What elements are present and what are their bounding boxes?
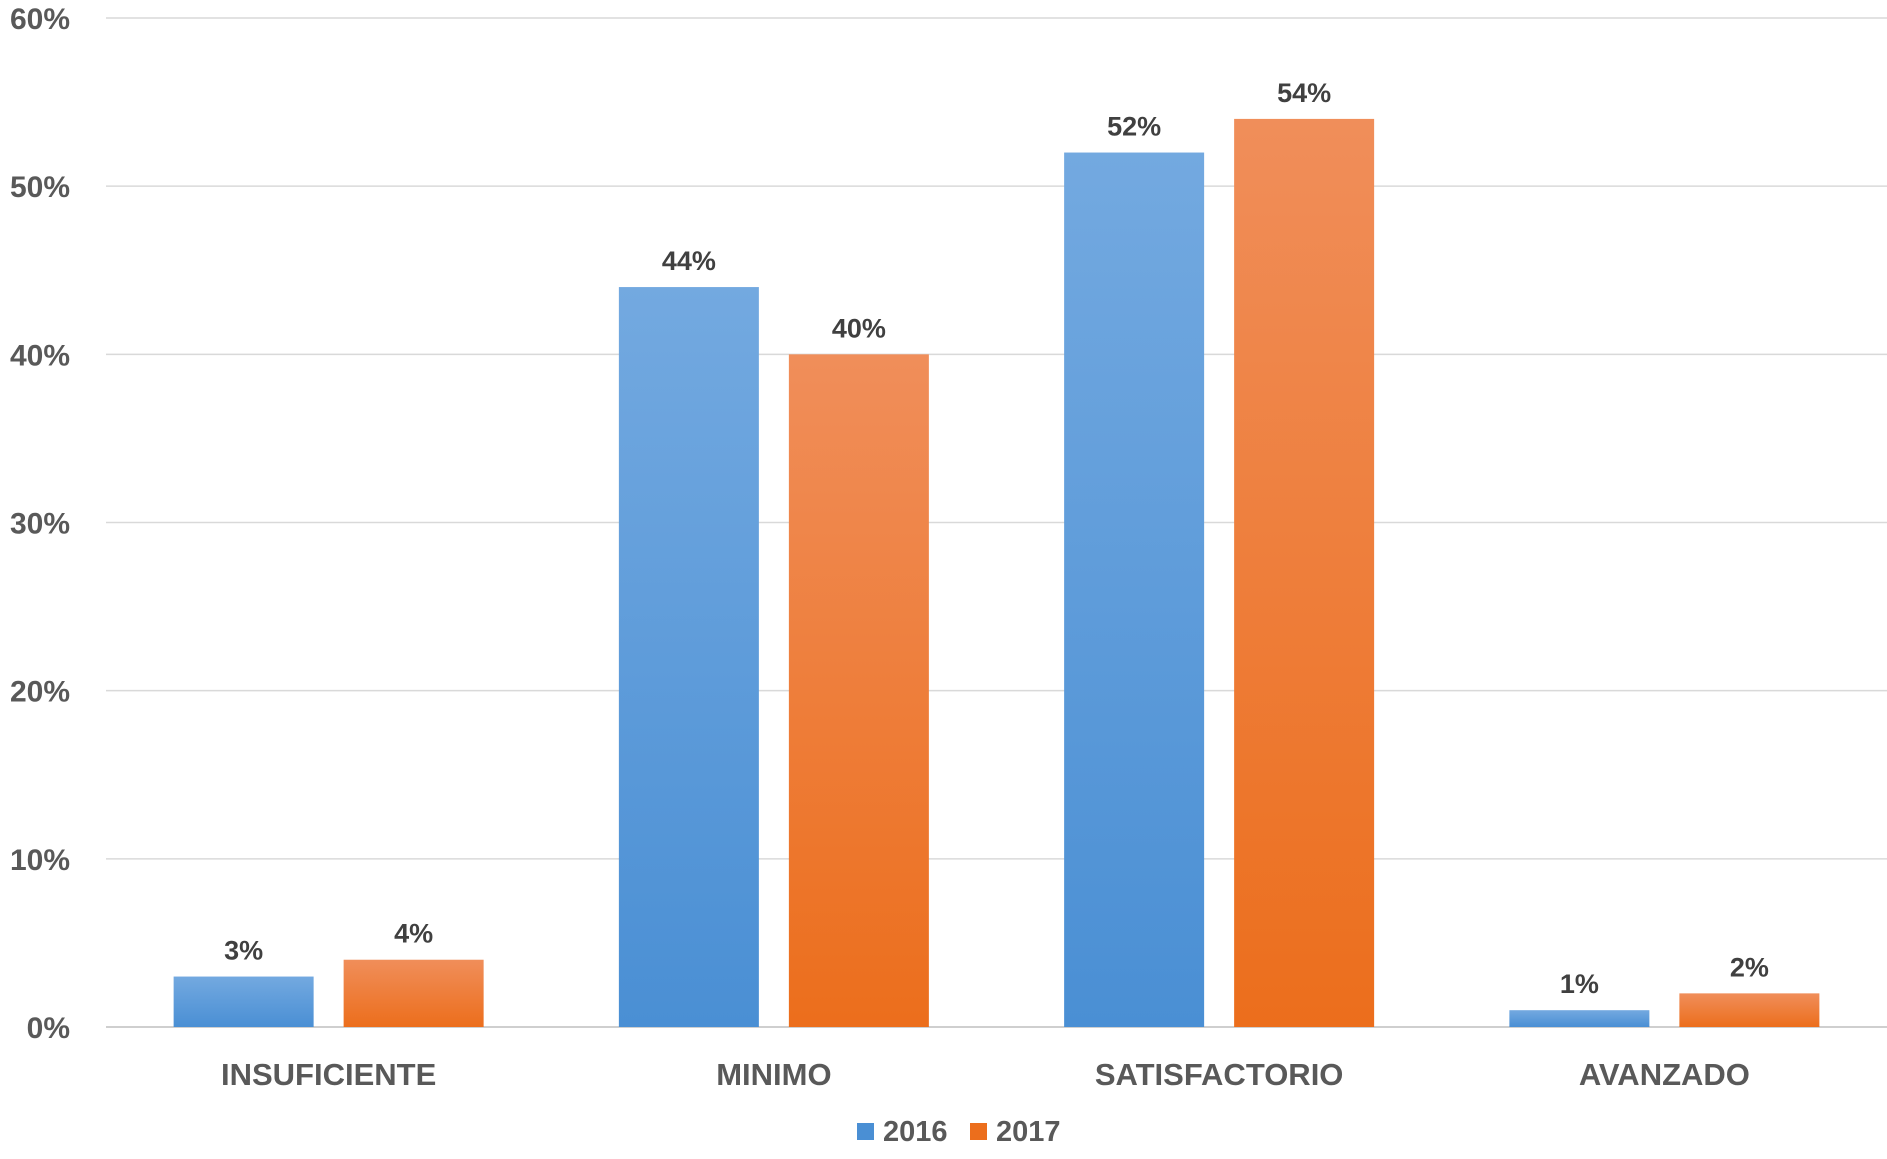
legend: 2016 2017 bbox=[857, 1116, 1061, 1148]
y-tick-label: 0% bbox=[27, 1012, 70, 1045]
bar-satisfactorio-2017 bbox=[1234, 118, 1375, 1027]
legend-swatch-2016 bbox=[857, 1123, 874, 1140]
data-label: 1% bbox=[1560, 969, 1599, 999]
category-label-satisfactorio: SATISFACTORIO bbox=[1095, 1057, 1344, 1092]
gridlines bbox=[106, 17, 1887, 1028]
bar-insuficiente-2016 bbox=[173, 976, 314, 1027]
bar-avanzado-2017 bbox=[1679, 993, 1820, 1027]
legend-label-2016: 2016 bbox=[883, 1116, 948, 1148]
legend-label-2017: 2017 bbox=[996, 1116, 1061, 1148]
bars bbox=[173, 118, 1820, 1028]
bar-avanzado-2016 bbox=[1509, 1010, 1650, 1027]
bar-minimo-2017 bbox=[788, 354, 929, 1027]
data-label: 44% bbox=[662, 246, 716, 276]
y-tick-label: 40% bbox=[10, 339, 70, 372]
category-label-minimo: MINIMO bbox=[716, 1057, 831, 1092]
y-tick-label: 20% bbox=[10, 676, 70, 709]
category-label-insuficiente: INSUFICIENTE bbox=[221, 1057, 436, 1092]
y-tick-label: 50% bbox=[10, 171, 70, 204]
data-labels: 3% 4% 44% 40% 52% 54% 1% 2% bbox=[224, 78, 1769, 999]
x-axis-categories: INSUFICIENTE MINIMO SATISFACTORIO AVANZADO bbox=[221, 1057, 1750, 1092]
legend-swatch-2017 bbox=[970, 1123, 987, 1140]
bar-satisfactorio-2016 bbox=[1064, 152, 1205, 1028]
data-label: 52% bbox=[1107, 112, 1161, 142]
y-tick-label: 30% bbox=[10, 508, 70, 541]
data-label: 54% bbox=[1277, 78, 1331, 108]
y-axis-ticks: 0% 10% 20% 30% 40% 50% 60% bbox=[10, 3, 70, 1045]
y-tick-label: 10% bbox=[10, 844, 70, 877]
data-label: 4% bbox=[394, 919, 433, 949]
data-label: 3% bbox=[224, 936, 263, 966]
data-label: 40% bbox=[832, 313, 886, 343]
bar-insuficiente-2017 bbox=[343, 959, 484, 1027]
y-tick-label: 60% bbox=[10, 3, 70, 36]
data-label: 2% bbox=[1730, 952, 1769, 982]
category-label-avanzado: AVANZADO bbox=[1579, 1057, 1750, 1092]
bar-minimo-2016 bbox=[618, 287, 759, 1028]
